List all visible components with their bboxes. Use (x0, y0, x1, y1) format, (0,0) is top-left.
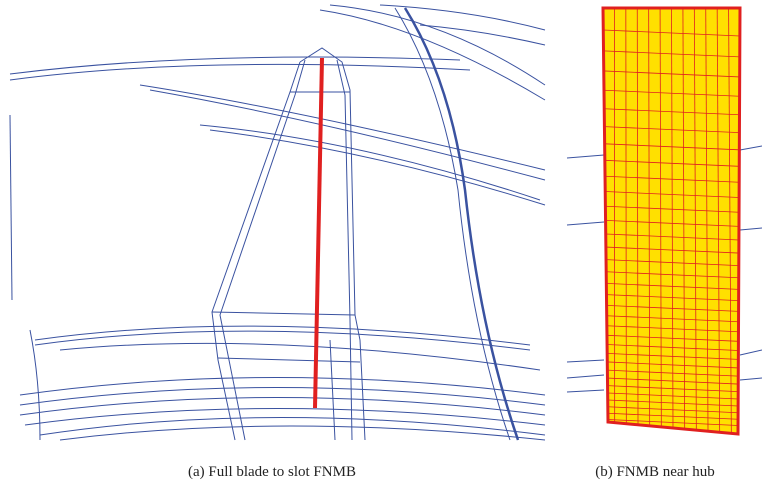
mesh-line (682, 7, 686, 430)
mesh-line (671, 7, 674, 429)
mesh-line (648, 7, 651, 427)
mesh-line (604, 143, 740, 151)
blade-outline (336, 59, 353, 441)
wire (139, 84, 546, 171)
wire (329, 4, 546, 86)
wire (19, 387, 546, 406)
mesh-line (606, 315, 739, 323)
mesh-line (605, 246, 739, 254)
wire (9, 63, 471, 81)
mesh-line (693, 7, 697, 431)
mesh-line (607, 377, 739, 385)
wire (29, 329, 41, 441)
blade-outline (211, 311, 356, 316)
mesh-line (606, 271, 739, 279)
mesh-line (605, 191, 740, 198)
wire (39, 417, 546, 436)
wire (566, 154, 605, 159)
mesh-line (607, 353, 739, 360)
wire (739, 349, 762, 356)
mesh-line (625, 7, 627, 425)
wire (739, 227, 762, 231)
mesh-line (606, 259, 739, 267)
mesh-line (604, 126, 740, 134)
mesh-line (605, 175, 740, 183)
wire (34, 330, 531, 351)
mesh-line (604, 108, 740, 116)
blade-line (313, 57, 324, 409)
wire (149, 89, 546, 181)
mesh-line (607, 361, 739, 369)
mesh-line (603, 89, 740, 97)
wire (59, 342, 541, 371)
mesh (603, 7, 740, 434)
mesh-line (606, 282, 739, 290)
wire (379, 4, 546, 31)
blade-outline (329, 339, 336, 441)
wire (209, 129, 546, 206)
wire (319, 9, 546, 101)
mesh-line (607, 369, 739, 377)
blade-outline (219, 59, 306, 441)
wire (566, 389, 605, 393)
mesh-line (607, 406, 739, 414)
mesh-line (716, 7, 721, 433)
slot-edge (403, 7, 520, 441)
wire (566, 359, 605, 363)
mesh-line (603, 50, 740, 58)
blade-outline (299, 47, 366, 441)
wire (9, 114, 13, 301)
mesh-line (636, 7, 639, 426)
mesh-line (607, 392, 739, 400)
mesh-line (605, 205, 740, 213)
wire (19, 377, 546, 396)
mesh-line (605, 219, 739, 227)
mesh-line (705, 7, 709, 432)
wire (59, 425, 546, 441)
mesh-line (607, 419, 739, 426)
mesh-line (607, 385, 739, 393)
wire (199, 124, 541, 201)
wire (19, 397, 546, 416)
mesh-line (603, 70, 740, 78)
blade-outline (217, 357, 361, 363)
mesh-line (659, 7, 662, 428)
mesh-line (606, 334, 739, 342)
mesh-line (607, 412, 739, 420)
mesh-line (606, 294, 739, 302)
caption: (b) FNMB near hub (595, 464, 715, 480)
mesh-line (607, 344, 739, 351)
mesh-line (604, 159, 740, 167)
wire (34, 325, 531, 346)
caption: (a) Full blade to slot FNMB (188, 464, 356, 480)
mesh-line (605, 233, 739, 241)
mesh-line (606, 304, 739, 312)
wire (566, 374, 605, 379)
mesh-line (728, 7, 732, 434)
panel-a (9, 4, 546, 441)
slot-edge (394, 7, 511, 441)
wire (739, 377, 762, 381)
mesh-line (607, 399, 739, 407)
wire (566, 221, 605, 226)
wire (9, 56, 461, 75)
wire (24, 408, 546, 426)
panel-b (566, 6, 762, 436)
wire (419, 24, 546, 46)
wire (739, 145, 762, 151)
mesh-line (603, 29, 740, 37)
mesh-line (606, 325, 739, 333)
